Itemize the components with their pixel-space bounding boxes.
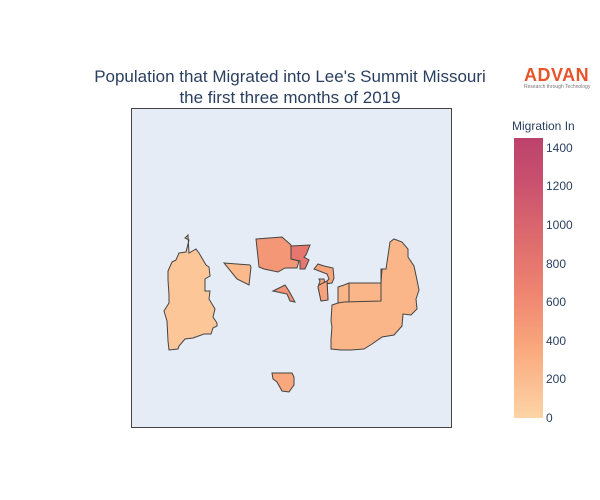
- colorbar: [514, 138, 543, 418]
- colorbar-tick: 0: [546, 411, 553, 425]
- title-line-1: Population that Migrated into Lee's Summ…: [94, 67, 486, 86]
- colorbar-tick: 800: [546, 256, 567, 271]
- colorbar-tick: 400: [546, 333, 567, 348]
- colorbar-tick: 1000: [546, 217, 573, 232]
- map-title: Population that Migrated into Lee's Summ…: [40, 66, 540, 108]
- colorbar-title: Migration In: [512, 119, 575, 133]
- region-south-small[interactable]: [271, 372, 295, 393]
- colorbar-tick: 600: [546, 295, 567, 310]
- region-north-center-right[interactable]: [290, 244, 311, 270]
- region-north-small[interactable]: [222, 262, 252, 286]
- advan-logo: ADVAN Research through Technology: [524, 66, 596, 91]
- region-center-right-small[interactable]: [317, 280, 329, 302]
- colorbar-tick: 1400: [546, 140, 573, 155]
- colorbar-tick: 1200: [546, 179, 573, 194]
- logo-name: ADVAN: [524, 65, 590, 85]
- colorbar-tick: 200: [546, 372, 567, 387]
- region-west[interactable]: [163, 233, 218, 351]
- logo-tagline: Research through Technology: [524, 84, 591, 90]
- map-area[interactable]: [131, 108, 452, 428]
- east-divider-2: [380, 268, 386, 283]
- east-divider-1: [337, 283, 382, 304]
- region-center-sliver[interactable]: [271, 284, 296, 303]
- title-line-2: the first three months of 2019: [179, 88, 401, 107]
- region-east[interactable]: [330, 238, 420, 351]
- region-north-center[interactable]: [255, 236, 300, 273]
- map-svg: [163, 233, 420, 393]
